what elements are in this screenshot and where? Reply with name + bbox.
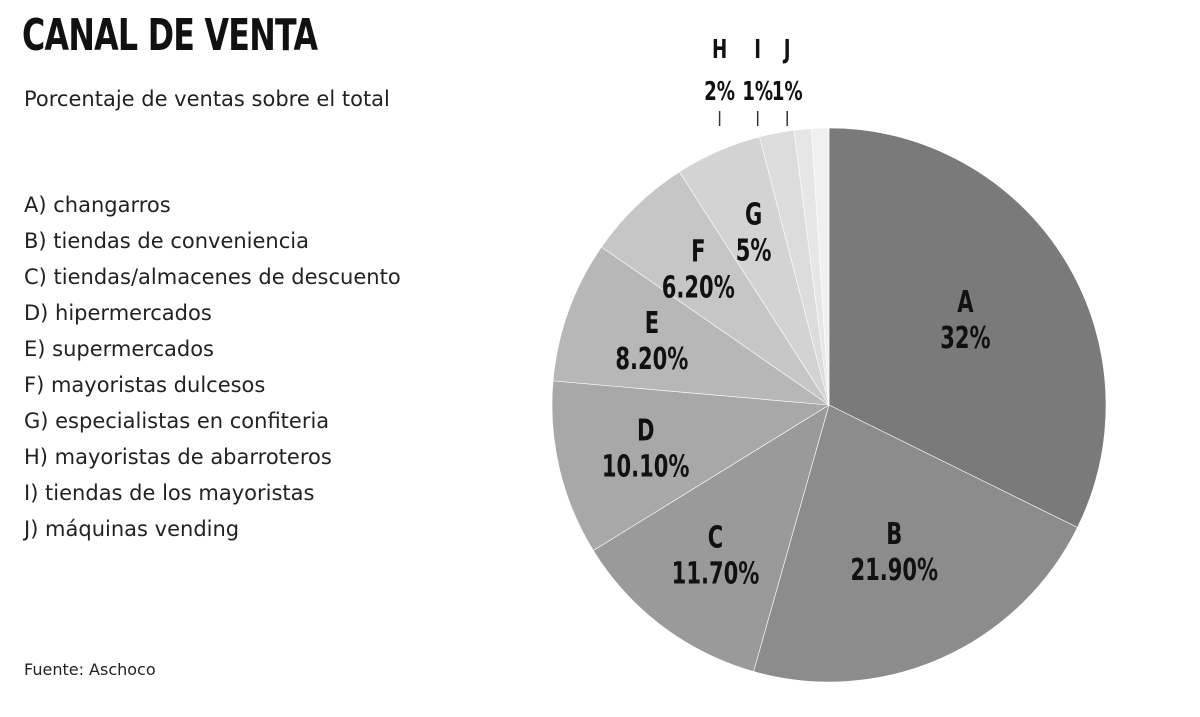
- slice-label-j: J: [782, 35, 791, 65]
- pie-slice-a: [828, 127, 1107, 528]
- legend: A) changarros B) tiendas de conveniencia…: [24, 190, 401, 550]
- slice-value-a: 32%: [940, 321, 990, 356]
- legend-item-f: F) mayoristas dulcesos: [24, 373, 266, 397]
- pie-slice-c: [592, 404, 830, 672]
- slice-value-j: 1%: [772, 77, 803, 107]
- legend-item-i: I) tiendas de los mayoristas: [24, 481, 315, 505]
- legend-item-b: B) tiendas de conveniencia: [24, 229, 309, 253]
- legend-item-h: H) mayoristas de abarroteros: [24, 445, 332, 469]
- slice-value-f: 6.20%: [662, 271, 735, 306]
- slice-label-i: I: [754, 35, 761, 65]
- slice-label-b: B: [886, 517, 902, 552]
- slice-value-g: 5%: [736, 234, 772, 269]
- chart-subtitle: Porcentaje de ventas sobre el total: [24, 87, 390, 111]
- legend-item-d: D) hipermercados: [24, 301, 212, 325]
- chart-title: CANAL DE VENTA: [22, 10, 318, 61]
- legend-item-j: J) máquinas vending: [24, 517, 240, 541]
- pie-slice-e: [552, 246, 831, 406]
- slice-value-e: 8.20%: [615, 342, 688, 377]
- slice-value-b: 21.90%: [850, 553, 938, 588]
- slice-value-d: 10.10%: [602, 450, 690, 485]
- source-note: Fuente: Aschoco: [24, 660, 156, 679]
- slice-value-c: 11.70%: [672, 557, 760, 592]
- slice-label-f: F: [691, 235, 705, 270]
- slice-label-g: G: [745, 198, 762, 233]
- slice-value-i: 1%: [742, 77, 773, 107]
- legend-item-a: A) changarros: [24, 193, 171, 217]
- legend-item-c: C) tiendas/almacenes de descuento: [24, 265, 401, 289]
- pie-slice-j: [811, 127, 830, 406]
- slice-label-e: E: [645, 306, 659, 341]
- slice-label-h: H: [712, 35, 727, 65]
- pie-slice-d: [551, 380, 830, 551]
- slice-value-h: 2%: [704, 77, 735, 107]
- legend-item-g: G) especialistas en confiteria: [24, 409, 330, 433]
- slice-label-a: A: [957, 285, 974, 320]
- pie-slice-b: [753, 404, 1078, 683]
- slice-label-c: C: [708, 521, 723, 556]
- legend-item-e: E) supermercados: [24, 337, 214, 361]
- slice-label-d: D: [637, 414, 654, 449]
